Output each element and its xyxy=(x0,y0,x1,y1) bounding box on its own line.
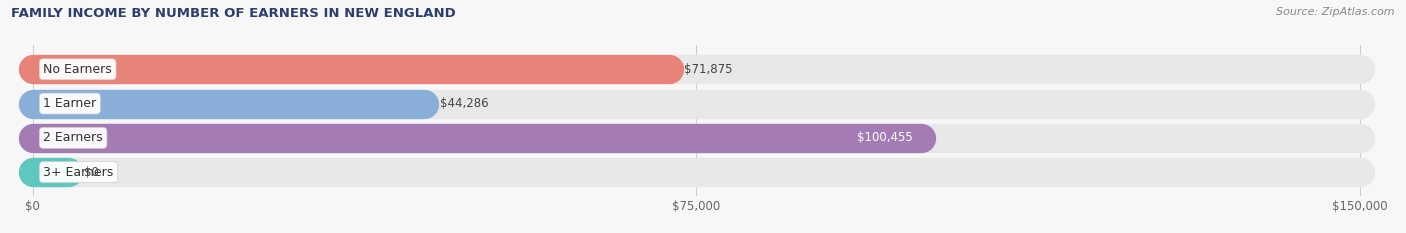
Text: Source: ZipAtlas.com: Source: ZipAtlas.com xyxy=(1277,7,1395,17)
Text: 2 Earners: 2 Earners xyxy=(44,131,103,144)
Text: $71,875: $71,875 xyxy=(685,63,733,76)
Text: 3+ Earners: 3+ Earners xyxy=(44,166,114,179)
Text: $100,455: $100,455 xyxy=(856,131,912,144)
Text: $44,286: $44,286 xyxy=(440,97,489,110)
Text: No Earners: No Earners xyxy=(44,63,112,76)
Text: FAMILY INCOME BY NUMBER OF EARNERS IN NEW ENGLAND: FAMILY INCOME BY NUMBER OF EARNERS IN NE… xyxy=(11,7,456,20)
Text: $0: $0 xyxy=(84,166,98,179)
Text: 1 Earner: 1 Earner xyxy=(44,97,97,110)
